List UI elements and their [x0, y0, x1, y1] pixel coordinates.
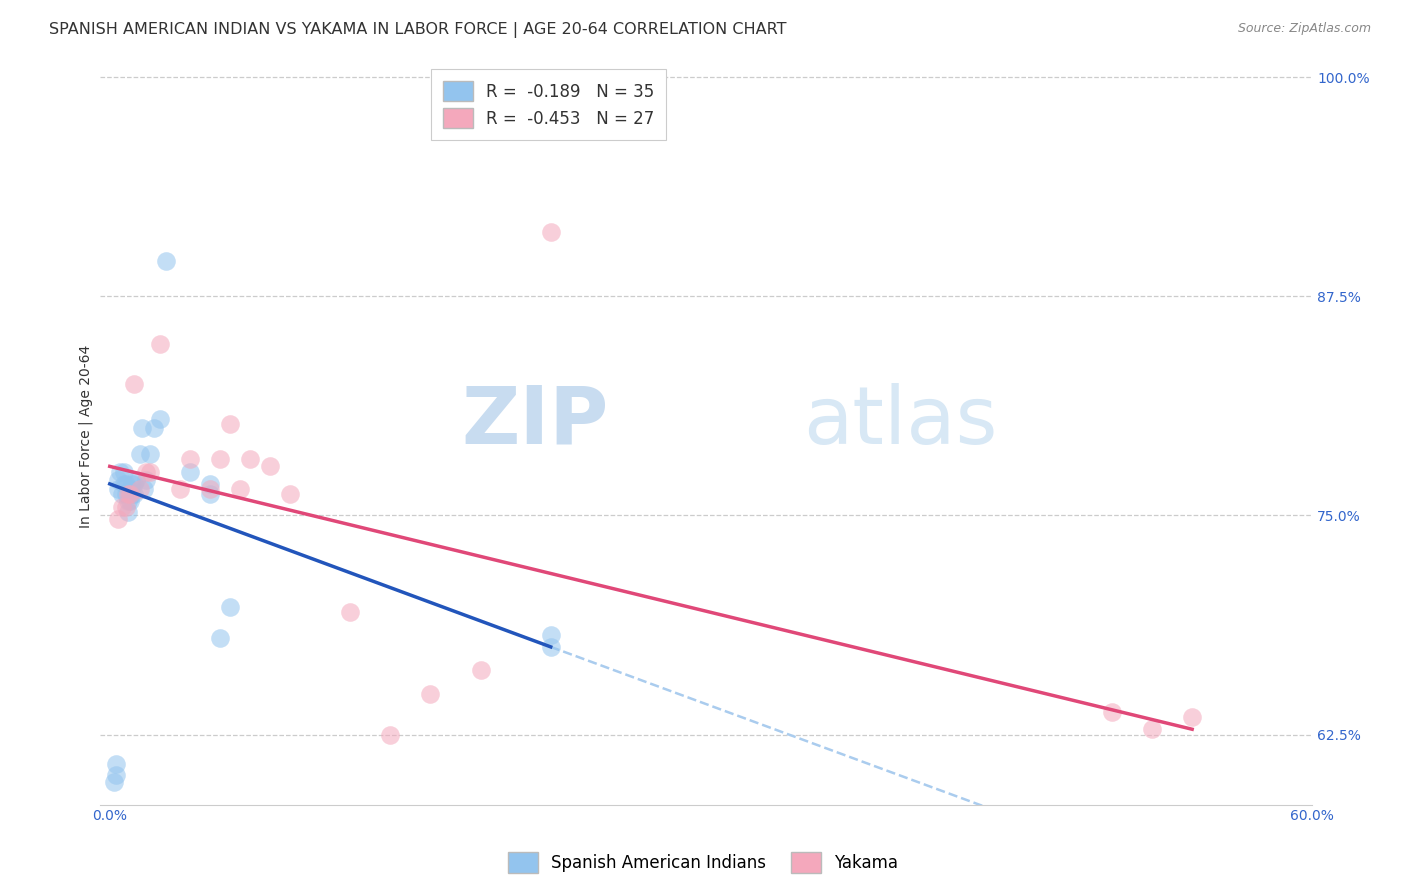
- Point: [104, 757, 127, 772]
- Point: [114, 500, 136, 514]
- Text: ZIP: ZIP: [461, 383, 609, 461]
- Point: [122, 487, 145, 501]
- Text: Source: ZipAtlas.com: Source: ZipAtlas.com: [1237, 22, 1371, 36]
- Point: [198, 487, 221, 501]
- Point: [114, 487, 136, 501]
- Point: [179, 465, 201, 479]
- Point: [1181, 710, 1204, 724]
- Point: [103, 774, 125, 789]
- Point: [114, 476, 136, 491]
- Point: [128, 447, 150, 461]
- Legend: R =  -0.189   N = 35, R =  -0.453   N = 27: R = -0.189 N = 35, R = -0.453 N = 27: [432, 70, 666, 140]
- Point: [117, 505, 139, 519]
- Point: [139, 465, 162, 479]
- Text: atlas: atlas: [803, 383, 997, 461]
- Point: [122, 476, 145, 491]
- Point: [155, 254, 177, 268]
- Point: [470, 663, 492, 677]
- Point: [107, 474, 129, 488]
- Point: [107, 512, 129, 526]
- Point: [208, 452, 231, 467]
- Point: [121, 476, 143, 491]
- Point: [179, 452, 201, 467]
- Point: [419, 687, 441, 701]
- Point: [198, 476, 221, 491]
- Point: [540, 640, 562, 654]
- Point: [118, 482, 141, 496]
- Point: [112, 476, 135, 491]
- Point: [540, 225, 562, 239]
- Point: [135, 474, 157, 488]
- Point: [125, 474, 148, 488]
- Point: [128, 482, 150, 496]
- Point: [239, 452, 262, 467]
- Text: SPANISH AMERICAN INDIAN VS YAKAMA IN LABOR FORCE | AGE 20-64 CORRELATION CHART: SPANISH AMERICAN INDIAN VS YAKAMA IN LAB…: [49, 22, 787, 38]
- Point: [117, 487, 139, 501]
- Point: [122, 376, 145, 391]
- Point: [208, 631, 231, 645]
- Point: [117, 494, 139, 508]
- Point: [121, 487, 143, 501]
- Point: [1101, 705, 1123, 719]
- Point: [1140, 723, 1163, 737]
- Point: [219, 599, 242, 614]
- Point: [540, 627, 562, 641]
- Point: [131, 421, 153, 435]
- Point: [107, 482, 129, 496]
- Point: [118, 494, 141, 508]
- Point: [111, 500, 134, 514]
- Point: [139, 447, 162, 461]
- Point: [108, 465, 131, 479]
- Point: [104, 768, 127, 782]
- Point: [278, 487, 301, 501]
- Y-axis label: In Labor Force | Age 20-64: In Labor Force | Age 20-64: [79, 345, 93, 528]
- Point: [339, 605, 361, 619]
- Point: [259, 459, 281, 474]
- Point: [169, 482, 191, 496]
- Point: [149, 412, 172, 426]
- Point: [380, 727, 402, 741]
- Point: [142, 421, 165, 435]
- Point: [198, 482, 221, 496]
- Point: [112, 465, 135, 479]
- Point: [118, 487, 141, 501]
- Legend: Spanish American Indians, Yakama: Spanish American Indians, Yakama: [501, 846, 905, 880]
- Point: [135, 465, 157, 479]
- Point: [132, 482, 155, 496]
- Point: [229, 482, 252, 496]
- Point: [149, 336, 172, 351]
- Point: [219, 417, 242, 432]
- Point: [111, 487, 134, 501]
